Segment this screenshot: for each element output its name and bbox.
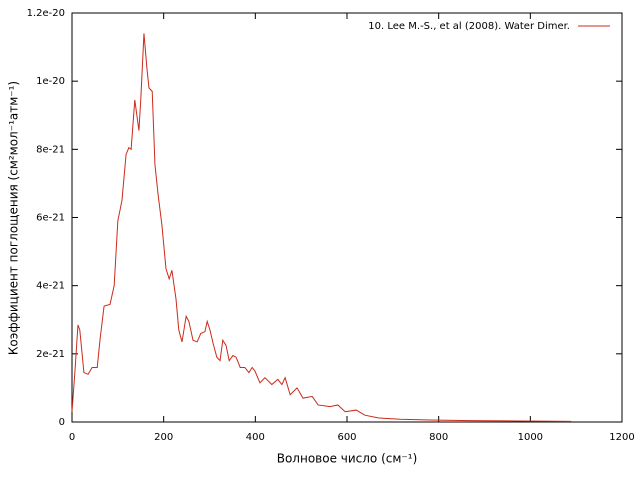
y-tick-label: 4e-21 <box>36 281 65 292</box>
x-tick-label: 600 <box>337 432 356 443</box>
x-tick-label: 0 <box>69 432 75 443</box>
x-tick-label: 1200 <box>609 432 634 443</box>
y-tick-label: 1.2e-20 <box>27 8 65 19</box>
x-tick-label: 800 <box>429 432 448 443</box>
x-tick-label: 400 <box>246 432 265 443</box>
y-axis-label: Коэффициент поглощения (см²мол⁻¹атм⁻¹) <box>7 81 21 355</box>
legend-label: 10. Lee M.-S., et al (2008). Water Dimer… <box>368 21 570 32</box>
y-tick-label: 0 <box>59 417 65 428</box>
x-tick-label: 1000 <box>518 432 543 443</box>
x-tick-label: 200 <box>154 432 173 443</box>
plot-frame <box>71 12 623 423</box>
y-tick-label: 8e-21 <box>36 144 65 155</box>
y-tick-label: 2e-21 <box>36 349 65 360</box>
y-tick-label: 6e-21 <box>36 213 65 224</box>
x-axis-label: Волновое число (см⁻¹) <box>277 452 418 466</box>
data-line <box>71 33 572 422</box>
y-tick-label: 1e-20 <box>36 76 65 87</box>
